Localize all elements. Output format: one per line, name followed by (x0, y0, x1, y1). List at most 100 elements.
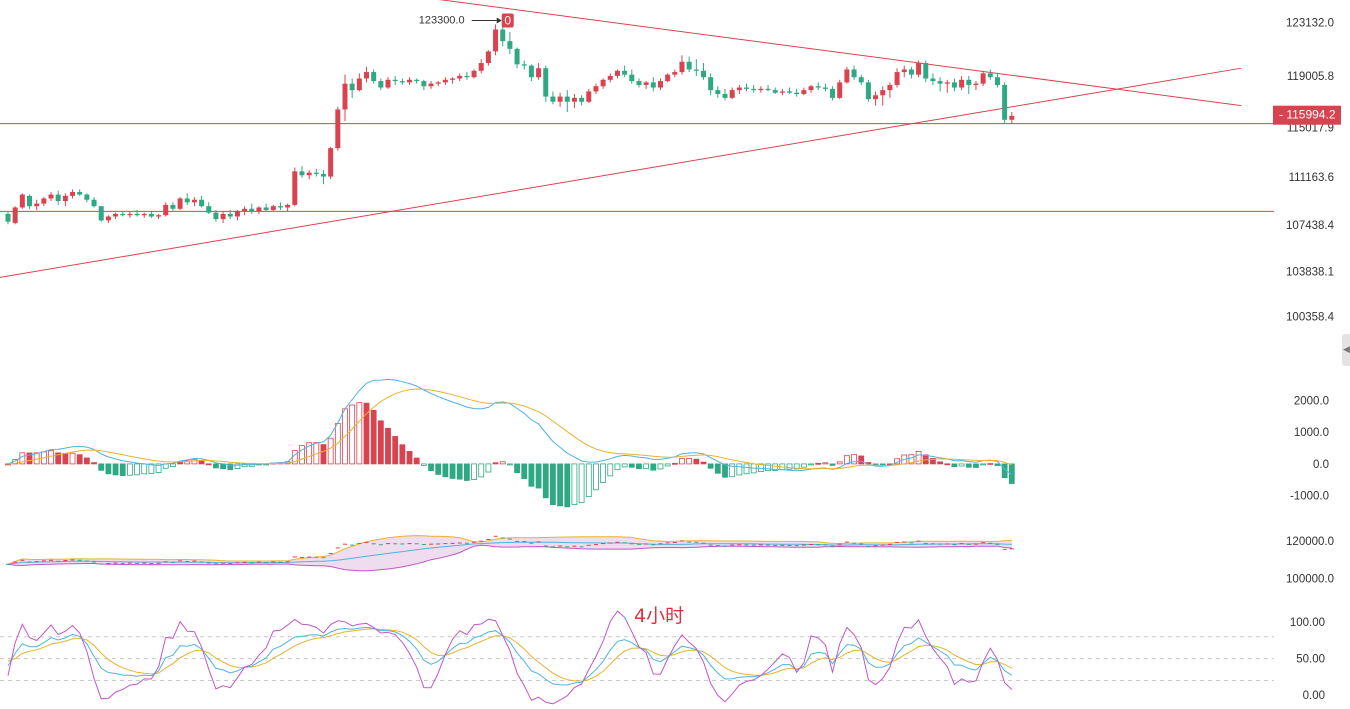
macd-histogram-bar (614, 463, 621, 471)
collapse-panel-toggle[interactable]: ◀ (1342, 334, 1350, 366)
candle-body (636, 81, 642, 85)
price-axis-tick: 115017.9 (1287, 122, 1334, 134)
boll-band-fill (8, 535, 1012, 571)
macd-histogram-bar (499, 461, 506, 465)
macd-histogram-bar (471, 463, 477, 480)
candle-body (414, 79, 420, 82)
candle-body (543, 68, 549, 97)
chevron-left-icon: ◀ (1343, 344, 1350, 354)
macd-histogram-bar (370, 410, 377, 465)
candle-body (170, 204, 176, 209)
kdj-j-line (7, 610, 1013, 705)
candle-body (887, 84, 893, 91)
candle-body (378, 81, 384, 88)
candle-body (299, 171, 305, 176)
candle-body (586, 91, 592, 102)
macd-histogram-bar (557, 463, 563, 507)
candle-body (256, 207, 262, 212)
candle-body (507, 41, 513, 49)
candle-body (105, 216, 111, 221)
candle-body (736, 87, 742, 91)
macd-histogram-bar (628, 463, 635, 468)
candle-body (901, 69, 907, 73)
macd-histogram-bar (478, 463, 485, 478)
macd-histogram-bar (643, 463, 650, 470)
boll-axis-tick: 100000.0 (1286, 574, 1334, 586)
kdj-panel (0, 610, 1274, 705)
macd-histogram-bar (621, 463, 628, 468)
candle-body (614, 70, 620, 76)
candle-body (442, 79, 448, 83)
macd-histogram-bar (363, 402, 370, 465)
candle-body (973, 83, 979, 85)
signal-marker-text: 0 (504, 13, 511, 27)
candle-body (70, 192, 76, 196)
trendline (438, 0, 1242, 107)
candle-body (873, 95, 879, 100)
macd-histogram-bar (485, 463, 492, 473)
candle-body (163, 204, 169, 216)
macd-histogram-bar (772, 463, 779, 471)
candle-body (837, 82, 843, 98)
candle-body (672, 72, 678, 75)
macd-histogram-bar (241, 463, 248, 468)
macd-histogram-bar (521, 463, 528, 479)
boll-upper-line (7, 535, 1012, 565)
macd-histogram-bar (593, 463, 599, 491)
candle-body (242, 208, 248, 212)
macd-histogram-bar (177, 461, 183, 465)
boll-lower-line (7, 544, 1012, 572)
candle-body (306, 172, 312, 176)
macd-histogram-bar (442, 463, 449, 478)
macd-histogram-bar (205, 463, 212, 466)
macd-histogram-bar (765, 463, 771, 472)
candle-body (751, 88, 757, 91)
candle-body (851, 69, 857, 78)
high-price-label: 123300.0 (419, 14, 465, 26)
macd-histogram-bar (435, 463, 442, 475)
macd-histogram-bar (449, 463, 456, 479)
macd-histogram-bar (356, 402, 363, 465)
candle-body (801, 90, 807, 94)
macd-histogram-bar (1008, 463, 1015, 484)
candle-body (643, 82, 649, 85)
candle-body (564, 96, 570, 102)
macd-histogram-bar (320, 444, 327, 465)
candle-body (91, 199, 97, 207)
candle-body (27, 195, 33, 207)
candle-body (464, 75, 470, 78)
macd-histogram-bar (743, 463, 750, 475)
macd-histogram-bar (915, 450, 922, 465)
candle-body (923, 63, 929, 79)
candle-body (593, 86, 599, 92)
kdj-axis-tick: 0.00 (1303, 690, 1325, 702)
candle-body (349, 83, 355, 91)
macd-histogram-bar (105, 463, 112, 475)
candle-body (808, 86, 814, 91)
kdj-d-line (7, 628, 1013, 682)
macd-histogram-bar (571, 463, 578, 505)
macd-histogram-bar (48, 450, 54, 465)
macd-histogram-bar (657, 463, 664, 470)
macd-histogram-bar (550, 463, 556, 506)
candle-body (550, 96, 556, 102)
kdj-axis-tick: 50.00 (1296, 654, 1325, 666)
price-panel: 123300.0 0 (0, 0, 1274, 278)
macd-histogram-bar (5, 463, 11, 466)
candle-body (120, 213, 126, 216)
macd-histogram-bar (958, 463, 965, 467)
candle-body (84, 194, 90, 200)
macd-histogram-bar (987, 463, 994, 465)
candle-body (600, 79, 606, 87)
candle-body (959, 79, 965, 88)
candle-body (622, 70, 628, 75)
candle-body (206, 206, 212, 213)
candle-body (994, 77, 1000, 85)
macd-histogram-bar (91, 462, 97, 465)
candle-body (19, 194, 25, 208)
macd-histogram-bar (119, 463, 126, 477)
candle-body (220, 213, 226, 220)
candle-body (772, 90, 778, 93)
candle-body (285, 204, 291, 208)
macd-histogram-bar (808, 463, 814, 466)
